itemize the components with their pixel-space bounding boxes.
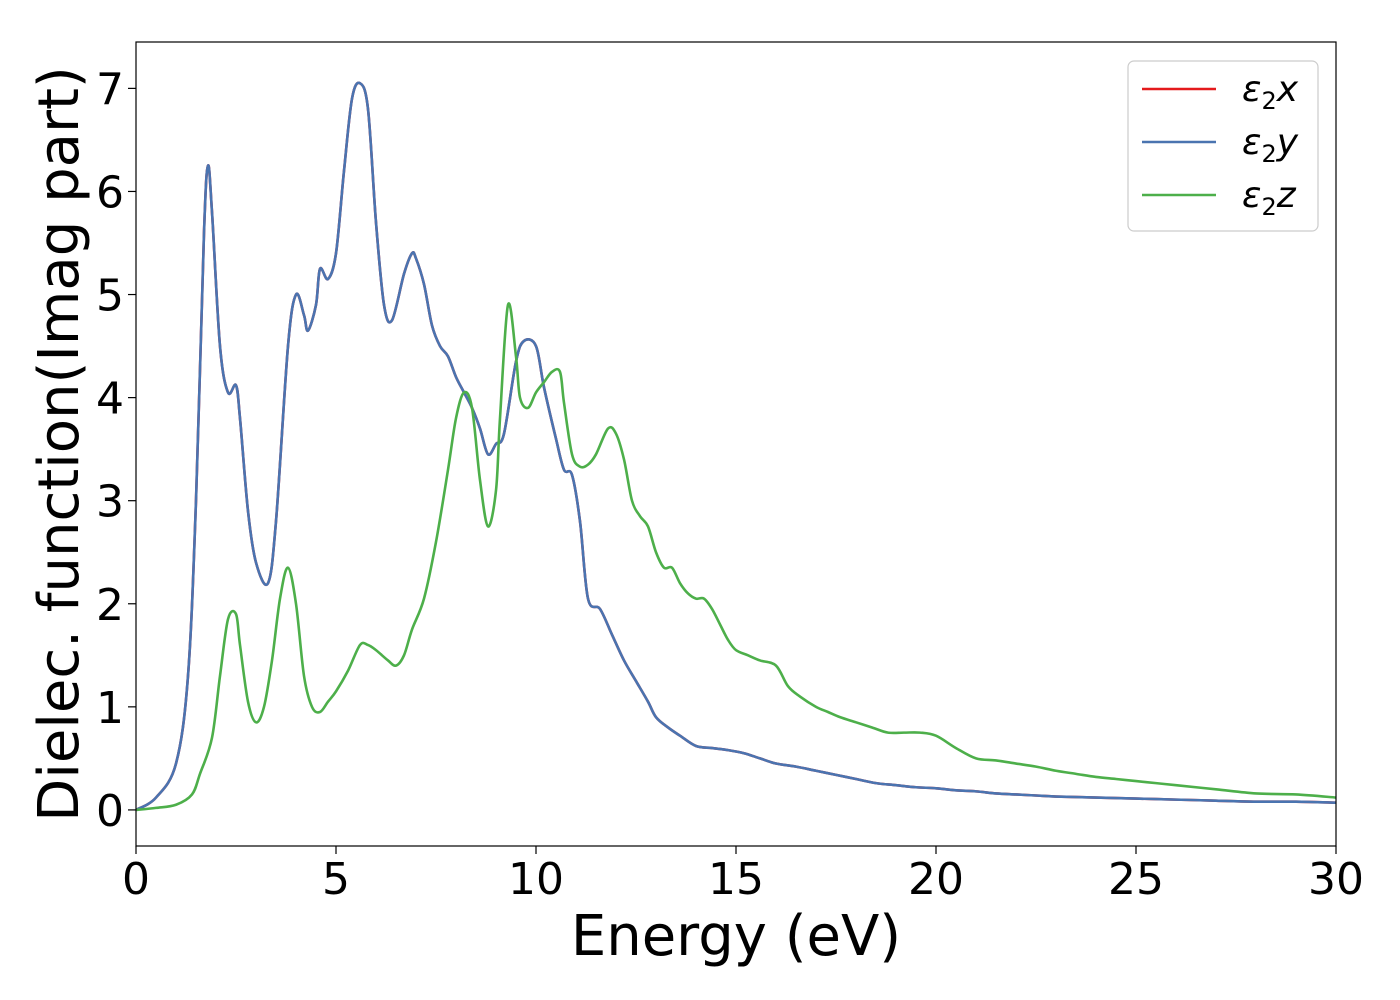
legend-label: ε2x (1242, 69, 1299, 115)
y-axis-label: Dielec. function(Imag part) (27, 66, 92, 822)
y-tick-label: 1 (96, 683, 124, 734)
y-tick-label: 0 (96, 786, 124, 837)
y-axis: 0 1 2 3 4 5 6 7 (96, 64, 136, 837)
y-tick-label: 4 (96, 374, 124, 425)
y-tick-label: 3 (96, 477, 124, 528)
legend-label: ε2z (1242, 175, 1297, 221)
legend-item: ε2y (1142, 122, 1299, 168)
x-tick-label: 30 (1308, 854, 1364, 905)
x-tick-label: 10 (508, 854, 564, 905)
plot-area (136, 81, 1336, 812)
x-tick-label: 20 (908, 854, 964, 905)
legend: ε2x ε2y ε2z (1127, 60, 1319, 232)
legend-box (1127, 60, 1319, 232)
x-tick-label: 15 (708, 854, 764, 905)
series-line-e2z (136, 302, 1336, 812)
x-tick-label: 0 (122, 854, 150, 905)
legend-label: ε2y (1242, 122, 1299, 168)
x-tick-label: 5 (322, 854, 350, 905)
x-tick-label: 25 (1108, 854, 1164, 905)
series-line-e2y (136, 81, 1336, 812)
y-tick-label: 7 (96, 64, 124, 115)
y-tick-label: 2 (96, 580, 124, 631)
legend-item: ε2z (1142, 175, 1297, 221)
x-axis-label: Energy (eV) (571, 904, 901, 969)
y-tick-label: 5 (96, 271, 124, 322)
x-axis: 0 5 10 15 20 25 30 (122, 846, 1364, 905)
legend-item: ε2x (1142, 69, 1299, 115)
y-tick-label: 6 (96, 167, 124, 218)
